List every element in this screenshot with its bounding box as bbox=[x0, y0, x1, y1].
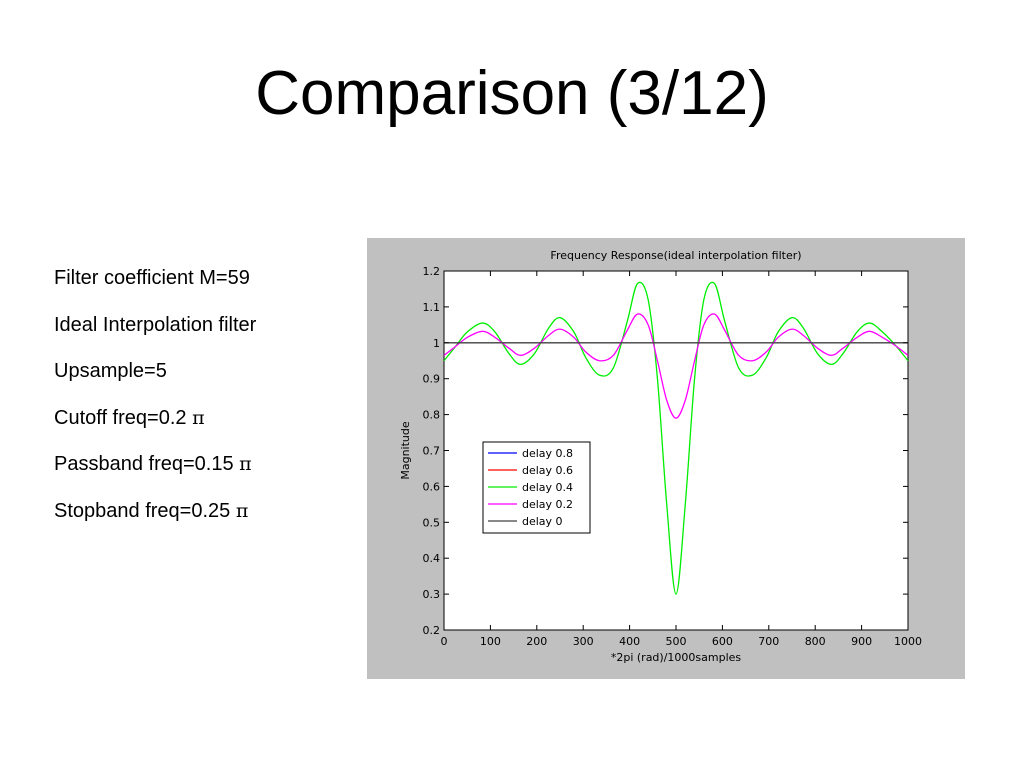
pi-symbol: π bbox=[239, 453, 252, 475]
bullet-item-upsample: Upsample=5 bbox=[54, 357, 256, 404]
y-tick-label: 0.3 bbox=[423, 588, 441, 601]
pi-symbol: π bbox=[192, 406, 205, 429]
legend-label: delay 0 bbox=[522, 515, 563, 528]
x-tick-label: 900 bbox=[851, 635, 872, 648]
chart-title: Frequency Response(ideal interpolation f… bbox=[550, 249, 801, 262]
y-tick-label: 0.7 bbox=[423, 445, 441, 458]
legend-label: delay 0.8 bbox=[522, 447, 573, 460]
y-tick-label: 1.1 bbox=[423, 301, 441, 314]
legend-label: delay 0.2 bbox=[522, 498, 573, 511]
x-tick-label: 700 bbox=[758, 635, 779, 648]
chart-figure: 0 100 200 300 400 500 600 700 800 900 1000 0.2 0.3 0.… bbox=[367, 238, 965, 679]
bullet-text: Upsample=5 bbox=[54, 360, 167, 382]
bullet-text: Passband freq=0.15 bbox=[54, 453, 240, 475]
y-tick-label: 0.9 bbox=[423, 373, 441, 386]
series-line-delay-0-4 bbox=[443, 281, 909, 595]
pi-symbol: π bbox=[235, 499, 249, 522]
x-tick-label: 100 bbox=[480, 635, 501, 648]
y-tick-label: 0.5 bbox=[423, 516, 441, 529]
bullet-item-filter-coefficient: Filter coefficient M=59 bbox=[54, 264, 256, 311]
y-tick-label: 0.8 bbox=[423, 409, 441, 422]
y-tick-label: 0.2 bbox=[423, 624, 441, 637]
x-tick-label: 400 bbox=[619, 635, 640, 648]
series-layer bbox=[443, 281, 909, 595]
x-tick-label: 300 bbox=[573, 635, 594, 648]
bullet-item-cutoff-freq: Cutoff freq=0.2 π bbox=[54, 404, 256, 451]
bullet-text: Stopband freq=0.25 bbox=[54, 499, 236, 522]
bullet-text: Filter coefficient M=59 bbox=[54, 267, 250, 289]
bullet-text: Cutoff freq=0.2 bbox=[54, 406, 193, 429]
y-axis-label: Magnitude bbox=[399, 421, 412, 480]
y-tick-label: 0.6 bbox=[423, 480, 441, 493]
bullet-text: Ideal Interpolation filter bbox=[54, 313, 257, 336]
legend-label: delay 0.4 bbox=[522, 481, 573, 494]
x-axis-label: *2pi (rad)/1000samples bbox=[611, 651, 742, 664]
bullet-list: Filter coefficient M=59 Ideal Interpolat… bbox=[54, 264, 256, 543]
x-tick-label: 1000 bbox=[894, 635, 922, 648]
ticks-layer: 0 100 200 300 400 500 600 700 800 900 1000 0.2 0.3 0.… bbox=[423, 265, 923, 648]
y-tick-label: 1.2 bbox=[423, 265, 441, 278]
y-tick-label: 1 bbox=[433, 337, 440, 350]
bullet-item-stopband-freq: Stopband freq=0.25 π bbox=[54, 497, 256, 544]
x-tick-label: 0 bbox=[441, 635, 448, 648]
chart-svg: 0 100 200 300 400 500 600 700 800 900 1000 0.2 0.3 0.… bbox=[399, 249, 923, 664]
series-line-delay-0-2 bbox=[443, 313, 909, 419]
x-tick-label: 200 bbox=[526, 635, 547, 648]
bullet-item-filter-type: Ideal Interpolation filter bbox=[54, 311, 256, 358]
legend-label: delay 0.6 bbox=[522, 464, 573, 477]
y-tick-label: 0.4 bbox=[423, 552, 441, 565]
x-tick-label: 500 bbox=[666, 635, 687, 648]
x-tick-label: 800 bbox=[805, 635, 826, 648]
x-tick-label: 600 bbox=[712, 635, 733, 648]
bullet-item-passband-freq: Passband freq=0.15 π bbox=[54, 450, 256, 497]
slide-title: Comparison (3/12) bbox=[255, 59, 769, 128]
legend: delay 0.8 delay 0.6 delay 0.4 delay 0.2 dela… bbox=[482, 441, 591, 534]
